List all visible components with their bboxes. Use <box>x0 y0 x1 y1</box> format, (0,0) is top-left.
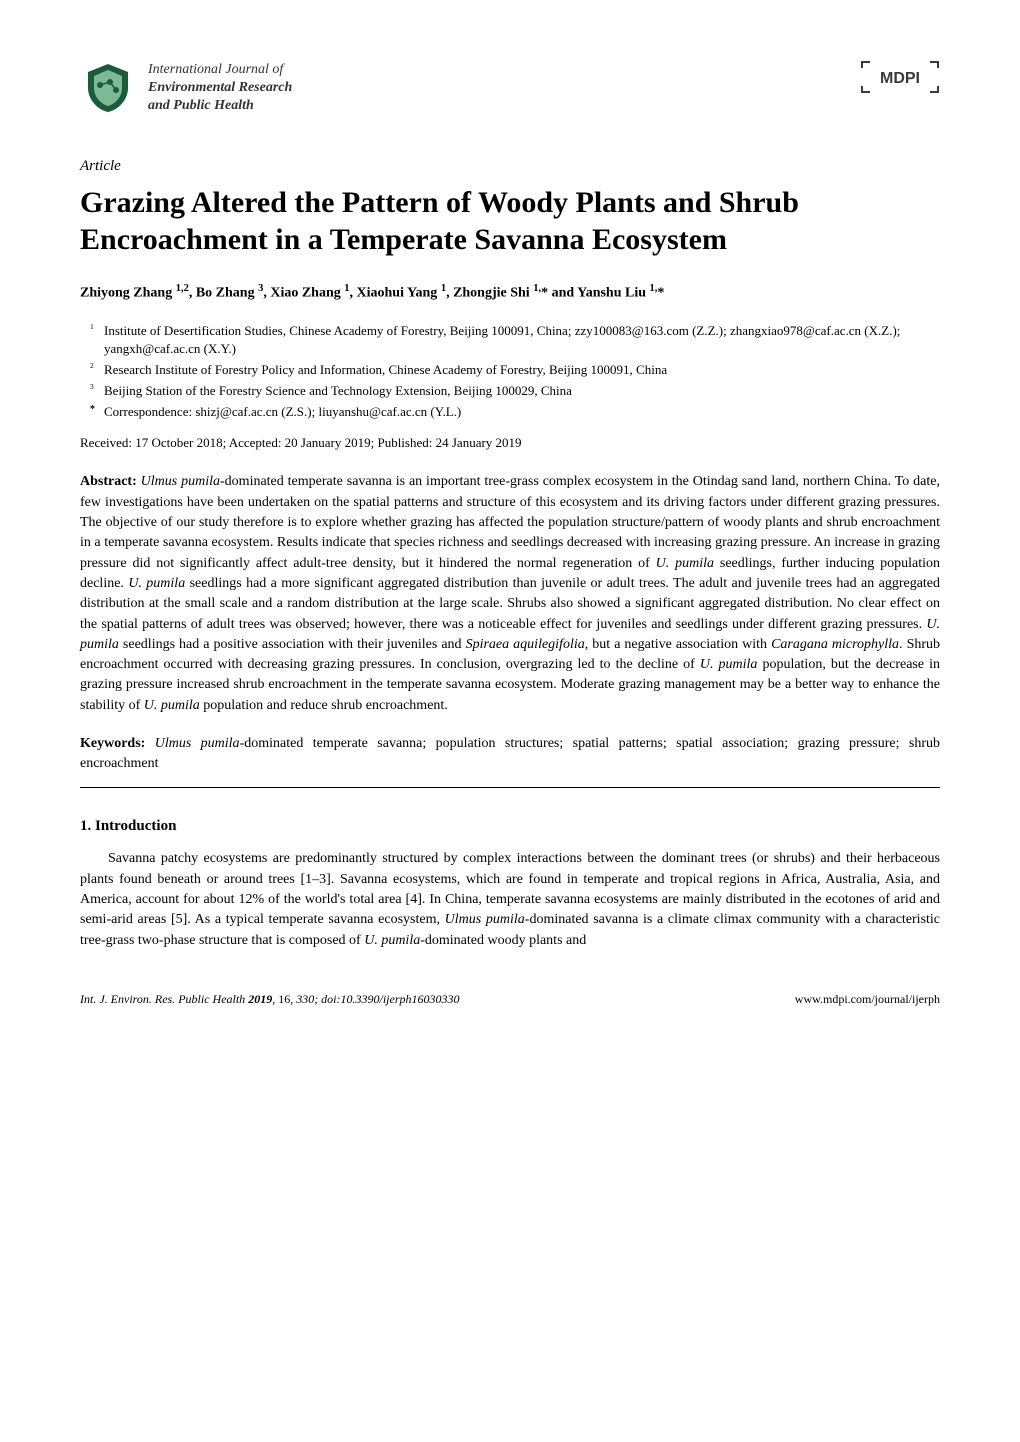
affiliation-item: 1 Institute of Desertification Studies, … <box>90 322 940 358</box>
publication-dates: Received: 17 October 2018; Accepted: 20 … <box>80 434 940 453</box>
journal-shield-icon <box>80 60 136 116</box>
keywords-label: Keywords: <box>80 736 145 751</box>
section-divider <box>80 787 940 788</box>
abstract-text: Ulmus pumila-dominated temperate savanna… <box>80 474 940 712</box>
affiliation-text: Beijing Station of the Forestry Science … <box>104 382 940 400</box>
footer-url: www.mdpi.com/journal/ijerph <box>795 991 940 1008</box>
affiliation-item: 2 Research Institute of Forestry Policy … <box>90 361 940 379</box>
article-type-label: Article <box>80 156 940 178</box>
abstract-label: Abstract: <box>80 474 137 489</box>
article-title: Grazing Altered the Pattern of Woody Pla… <box>80 184 940 259</box>
affiliation-marker: 3 <box>90 382 104 400</box>
section-heading: 1. Introduction <box>80 816 940 838</box>
affiliation-text: Institute of Desertification Studies, Ch… <box>104 322 940 358</box>
journal-line3: and Public Health <box>148 97 292 115</box>
keywords-text: Ulmus pumila-dominated temperate savanna… <box>80 736 940 771</box>
journal-block: International Journal of Environmental R… <box>80 60 292 116</box>
affiliation-marker: * <box>90 403 104 421</box>
page-footer: Int. J. Environ. Res. Public Health 2019… <box>80 991 940 1008</box>
affiliations-list: 1 Institute of Desertification Studies, … <box>90 322 940 422</box>
affiliation-marker: 2 <box>90 361 104 379</box>
mdpi-logo-icon: MDPI <box>860 60 940 94</box>
affiliation-text: Research Institute of Forestry Policy an… <box>104 361 940 379</box>
affiliation-item: 3 Beijing Station of the Forestry Scienc… <box>90 382 940 400</box>
body-paragraph: Savanna patchy ecosystems are predominan… <box>80 849 940 950</box>
affiliation-text: Correspondence: shizj@caf.ac.cn (Z.S.); … <box>104 403 940 421</box>
affiliation-marker: 1 <box>90 322 104 358</box>
journal-line2: Environmental Research <box>148 79 292 97</box>
page-header: International Journal of Environmental R… <box>80 60 940 116</box>
journal-line1: International Journal of <box>148 61 292 79</box>
keywords-block: Keywords: Ulmus pumila-dominated tempera… <box>80 734 940 775</box>
abstract-block: Abstract: Ulmus pumila-dominated tempera… <box>80 472 940 716</box>
journal-name: International Journal of Environmental R… <box>148 61 292 116</box>
affiliation-item: * Correspondence: shizj@caf.ac.cn (Z.S.)… <box>90 403 940 421</box>
footer-citation: Int. J. Environ. Res. Public Health 2019… <box>80 991 460 1008</box>
svg-text:MDPI: MDPI <box>880 70 920 87</box>
author-list: Zhiyong Zhang 1,2, Bo Zhang 3, Xiao Zhan… <box>80 281 940 304</box>
